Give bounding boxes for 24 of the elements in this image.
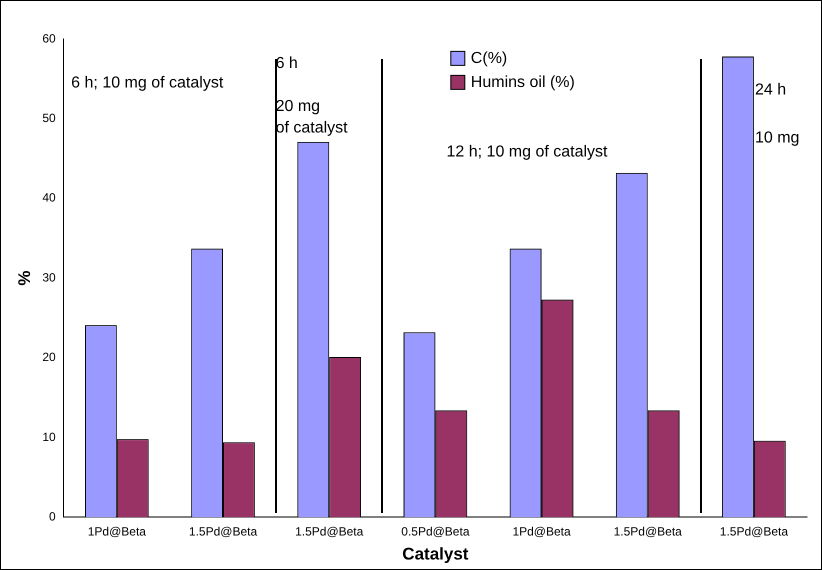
x-tick-label: 1.5Pd@Beta (614, 524, 682, 539)
x-axis-title: Catalyst (402, 544, 469, 564)
x-tick-label: 0.5Pd@Beta (401, 524, 470, 539)
legend-label: C(%) (470, 50, 508, 67)
x-tick-label: 1.5Pd@Beta (720, 524, 788, 539)
y-tick-label: 60 (42, 31, 56, 46)
annotation: of catalyst (276, 120, 348, 137)
x-tick-label: 1Pd@Beta (512, 524, 571, 539)
x-tick-label: 1.5Pd@Beta (188, 524, 258, 539)
y-tick-label: 30 (42, 270, 56, 284)
y-tick-label: 20 (42, 350, 56, 364)
annotation: 20 mg (276, 98, 320, 116)
y-tick-label: 40 (42, 190, 56, 205)
x-tick-label: 1Pd@Beta (88, 524, 146, 539)
annotation: 12 h; 10 mg of catalyst (446, 144, 608, 161)
y-tick-label: 10 (42, 430, 56, 444)
annotation: 6 h; 10 mg of catalyst (71, 74, 224, 92)
y-tick-label: 0 (49, 510, 56, 524)
annotation: 24 h (754, 81, 786, 98)
y-axis-title: % (14, 270, 34, 286)
y-tick-label: 50 (42, 111, 56, 126)
x-tick-label: 1.5Pd@Beta (295, 524, 364, 539)
legend-label: Humins oil (%) (470, 74, 575, 91)
annotation: 10 mg (754, 129, 800, 146)
